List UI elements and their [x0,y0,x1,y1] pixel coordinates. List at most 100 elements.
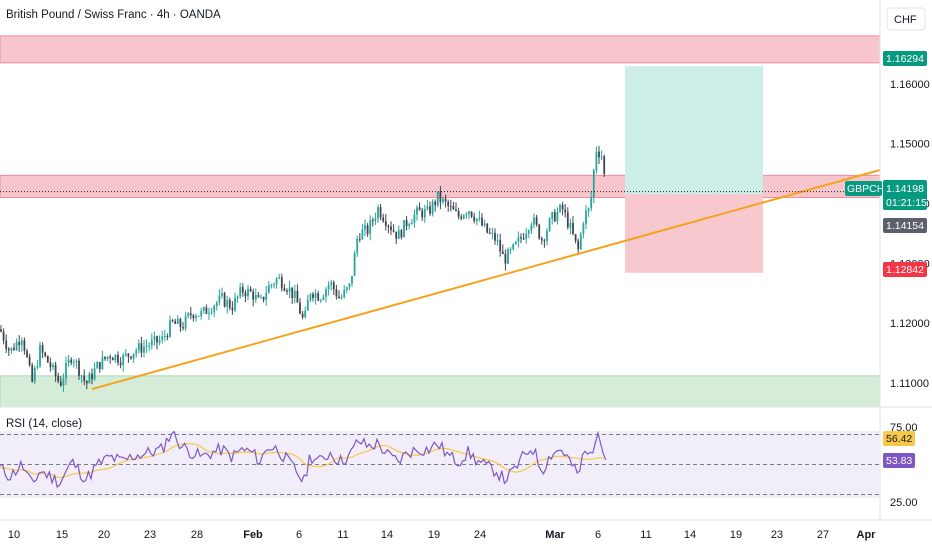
candle-body [556,211,559,222]
candle-body [569,222,572,228]
candle-body [397,230,400,239]
candle-body [104,356,106,359]
candle-body [533,217,535,225]
candle-body [101,356,104,369]
candle-body [208,312,210,314]
candle-body [236,296,239,298]
time-tick-label: 20 [98,529,110,541]
candle-body [478,217,481,219]
candle-body [111,357,114,361]
candle-body [197,315,200,317]
candle-body [179,318,182,328]
candle-body [106,356,109,359]
time-tick-label: 24 [474,529,486,541]
stop-tag: 1.12842 [883,262,927,277]
candle-body [20,340,23,346]
candle-body [247,288,249,297]
candle-body [23,340,26,351]
trendline[interactable] [91,169,881,391]
candle-body [114,354,117,361]
candle-body [176,318,179,324]
candle-body [340,297,343,299]
zones-layer [0,35,881,408]
candle-body [171,320,174,322]
candle-body [481,217,483,226]
candle-body [218,295,221,303]
target-tag: 1.16294 [883,51,927,66]
rsi-title: RSI (14, close) [6,418,83,430]
candle-body [189,313,192,316]
candle-body [145,346,148,348]
candle-body [592,169,595,198]
profit-zone[interactable] [625,66,763,195]
candle-body [598,151,600,158]
candle-body [540,238,543,241]
candle-body [36,366,39,368]
candle-body [140,343,143,353]
candle-body [249,288,252,292]
rsi-band [0,431,880,498]
candle-body [374,218,377,221]
candle-body [187,313,190,316]
time-tick-label: 23 [144,529,156,541]
candle-body [33,367,36,382]
candle-body [486,223,489,233]
candle-body [452,206,455,210]
candle-body [182,327,184,329]
rsi-ma-line [0,443,605,479]
candle-body [117,354,119,363]
candle-body [356,238,359,253]
loss-zone[interactable] [625,194,763,273]
bar-countdown: 01:21:15 [886,197,927,209]
candle-body [174,321,177,324]
candle-body [260,296,262,298]
time-axis[interactable]: 10 15 20 23 28 Feb 6 11 14 19 24 Mar 6 11 14 19 23 27 Apr [8,529,876,541]
candle-body [2,331,5,341]
candle-body [317,293,320,301]
candle-body [319,299,322,301]
candle-body [413,214,416,223]
candle-body [577,240,580,250]
time-tick-label: 11 [640,529,651,541]
time-tick-label: 19 [730,529,742,541]
time-tick-label: 23 [771,529,783,541]
candle-body [348,283,351,288]
candle-body [291,287,294,298]
time-tick-label: 14 [684,529,696,541]
candle-body [564,209,567,213]
price-tick-label: 1.11000 [890,378,929,390]
candle-body [13,347,15,350]
candle-body [559,204,561,212]
candle-body [330,282,333,285]
candle-body [122,355,125,366]
candle-body [192,315,195,319]
candle-body [561,204,564,210]
candle-body [387,226,390,228]
candle-body [158,340,161,343]
candle-body [275,278,278,285]
candle-body [265,293,268,300]
currency-box[interactable] [886,7,926,31]
candle-body [288,287,291,292]
candle-body [579,233,582,250]
candle-body [62,378,65,386]
candle-body [150,339,153,346]
candle-body [553,212,556,222]
candle-body [39,345,41,367]
candle-body [410,222,413,225]
candles-layer [0,146,606,392]
candle-body [143,346,145,353]
candle-body [299,302,301,314]
price-tick-label: 1.16000 [890,79,930,91]
candle-body [153,336,156,340]
candle-body [574,234,577,241]
resistance-zone-upper[interactable] [0,35,881,64]
candle-body [543,240,546,242]
candle-body [205,307,208,314]
candle-body [465,214,468,216]
candle-body [161,336,164,341]
support-zone[interactable] [0,375,881,408]
candle-body [15,341,18,350]
symbol-tag: GBPCHF [845,181,891,196]
